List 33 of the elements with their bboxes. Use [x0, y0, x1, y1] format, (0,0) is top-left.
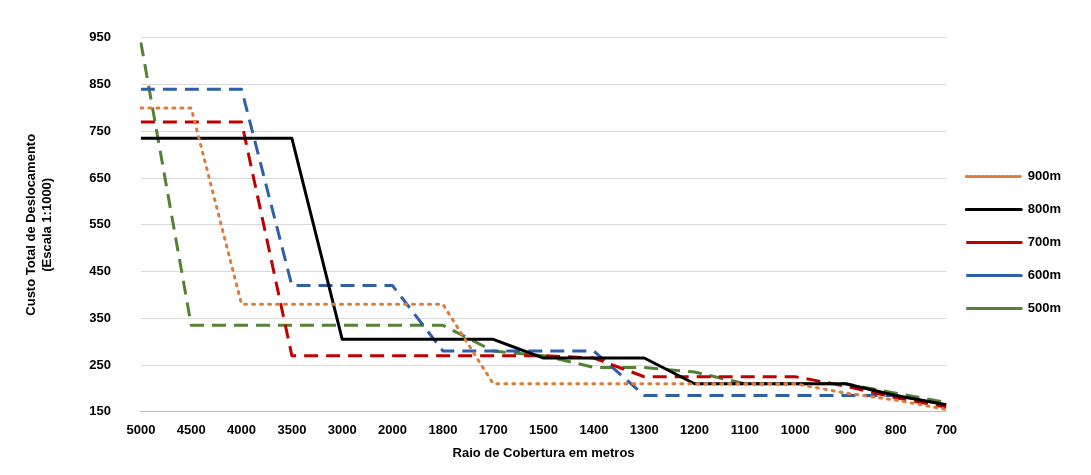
- x-tick-label: 1400: [579, 422, 609, 438]
- legend-label: 900m: [1027, 168, 1061, 184]
- x-tick-label: 1800: [428, 422, 458, 438]
- x-tick-label: 4500: [176, 422, 206, 438]
- x-axis-title: Raio de Cobertura em metros: [452, 444, 635, 460]
- x-tick-label: 1700: [478, 422, 508, 438]
- x-tick-label: 900: [834, 422, 857, 438]
- y-tick-label: 650: [89, 169, 111, 185]
- x-tick-label: 1300: [629, 422, 659, 438]
- y-tick-label: 750: [89, 122, 111, 138]
- y-axis-title: Custo Total de Deslocamento (Escala 1:1000): [23, 133, 54, 316]
- y-tick-label: 850: [89, 76, 111, 92]
- x-tick-label: 1500: [529, 422, 559, 438]
- x-tick-label: 2000: [378, 422, 408, 438]
- legend-label: 800m: [1027, 201, 1061, 217]
- y-tick-label: 950: [89, 29, 111, 45]
- x-tick-label: 1000: [780, 422, 810, 438]
- y-tick-label: 450: [89, 263, 111, 279]
- x-tick-label: 3000: [327, 422, 357, 438]
- x-tick-label: 1100: [730, 422, 760, 438]
- legend-label: 600m: [1027, 267, 1061, 283]
- x-tick-label: 5000: [126, 422, 156, 438]
- y-tick-label: 350: [89, 309, 111, 325]
- x-tick-label: 700: [935, 422, 958, 438]
- x-tick-label: 4000: [227, 422, 257, 438]
- x-tick-label: 800: [885, 422, 907, 438]
- y-tick-label: 150: [89, 403, 111, 419]
- legend-label: 700m: [1027, 234, 1061, 250]
- legend-label: 500m: [1027, 300, 1061, 316]
- y-tick-label: 550: [89, 216, 111, 232]
- x-tick-label: 3500: [277, 422, 307, 438]
- x-tick-label: 1200: [680, 422, 710, 438]
- y-tick-label: 250: [89, 356, 111, 372]
